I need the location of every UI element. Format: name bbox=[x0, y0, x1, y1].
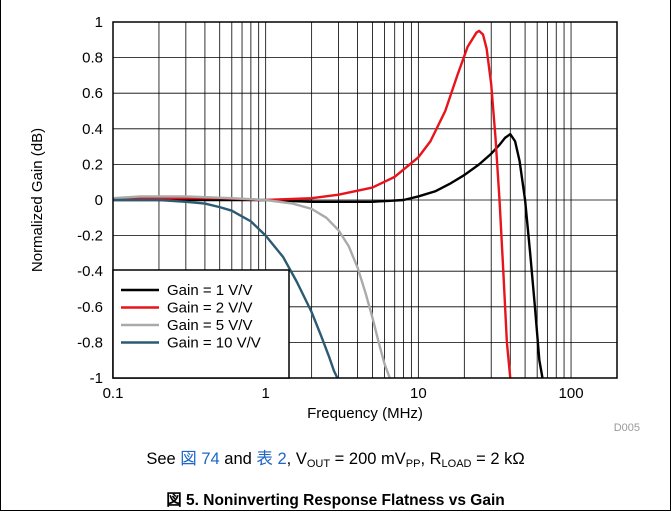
figure-id: D005 bbox=[614, 422, 640, 434]
note-and: and bbox=[219, 450, 257, 468]
figure-note: See 図 74 and 表 2, VOUT = 200 mVPP, RLOAD… bbox=[0, 445, 671, 470]
legend-label: Gain = 10 V/V bbox=[167, 335, 261, 352]
vout-unit-subscript: PP bbox=[405, 458, 421, 470]
figure-caption: 図 5. Noninverting Response Flatness vs G… bbox=[166, 492, 505, 509]
y-tick-label: 1 bbox=[95, 14, 103, 31]
legend-label: Gain = 2 V/V bbox=[167, 300, 252, 317]
x-tick-label: 1 bbox=[262, 385, 270, 402]
note-prefix: See bbox=[146, 450, 181, 468]
y-tick-label: -1 bbox=[90, 370, 103, 387]
y-tick-label: 0.6 bbox=[82, 85, 103, 102]
table-link[interactable]: 表 2 bbox=[256, 450, 287, 468]
chart: 0.1 1 10 100 1 0.8 0.6 0.4 0.2 0 -0.2 -0.4 -0.6 -0.8 -… bbox=[29, 14, 640, 434]
y-axis-label: Normalized Gain (dB) bbox=[29, 128, 46, 272]
series-line-gain-1-v-v bbox=[113, 132, 544, 379]
vout-value: = 200 mV bbox=[330, 450, 406, 468]
tick-labels: 0.1 1 10 100 1 0.8 0.6 0.4 0.2 0 -0.2 -0.4 -0.6 -0.8 -… bbox=[77, 14, 583, 402]
rload-value: = 2 kΩ bbox=[471, 450, 525, 468]
y-tick-label: -0.4 bbox=[77, 263, 103, 280]
series-line-gain-10-v-v bbox=[113, 198, 339, 379]
legend-label: Gain = 1 V/V bbox=[167, 282, 252, 299]
figure-link[interactable]: 図 74 bbox=[180, 450, 220, 468]
y-tick-label: -0.2 bbox=[77, 228, 103, 245]
rload-subscript: LOAD bbox=[441, 458, 472, 470]
y-tick-label: 0.8 bbox=[82, 50, 103, 67]
y-tick-label: 0.4 bbox=[82, 121, 103, 138]
x-tick-label: 100 bbox=[559, 385, 584, 402]
x-tick-label: 0.1 bbox=[103, 385, 124, 402]
series-line-gain-2-v-v bbox=[113, 29, 512, 379]
y-tick-label: 0.2 bbox=[82, 156, 103, 173]
vout-label: , V bbox=[286, 450, 307, 468]
y-tick-label: 0 bbox=[95, 192, 103, 209]
series-line-gain-5-v-v bbox=[112, 195, 391, 379]
x-tick-label: 10 bbox=[410, 385, 427, 402]
legend-label: Gain = 5 V/V bbox=[167, 317, 252, 334]
plot-border bbox=[112, 21, 618, 379]
x-axis-label: Frequency (MHz) bbox=[307, 405, 423, 422]
vout-subscript: OUT bbox=[306, 458, 331, 470]
series-lines bbox=[112, 29, 544, 379]
y-tick-label: -0.8 bbox=[77, 334, 103, 351]
y-tick-label: -0.6 bbox=[77, 299, 103, 316]
rload-label: , R bbox=[420, 450, 442, 468]
